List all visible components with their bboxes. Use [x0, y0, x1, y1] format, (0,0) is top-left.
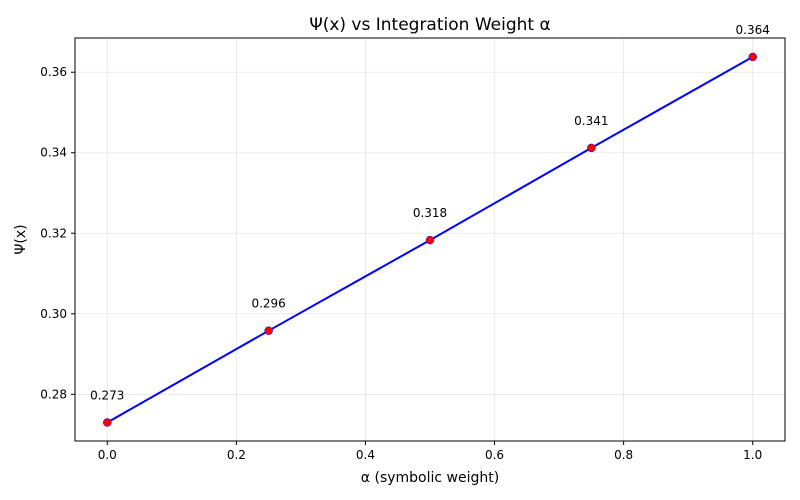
x-tick-label: 0.4 [356, 448, 375, 462]
x-tick-label: 0.0 [98, 448, 117, 462]
y-tick-label: 0.30 [40, 307, 67, 321]
y-tick-label: 0.32 [40, 226, 67, 240]
data-label: 0.364 [736, 23, 770, 37]
series-layer: 0.273 0.296 0.318 0.341 0.364 [90, 23, 770, 427]
data-label: 0.296 [251, 297, 285, 311]
chart-title: Ψ(x) vs Integration Weight α [309, 15, 550, 35]
grid [75, 38, 785, 441]
y-tick-label: 0.28 [40, 387, 67, 401]
x-axis-label: α (symbolic weight) [361, 470, 499, 486]
y-tick-label: 0.34 [40, 146, 67, 160]
data-point [748, 52, 757, 62]
x-tick-label: 1.0 [743, 448, 762, 462]
data-label: 0.341 [574, 114, 608, 128]
y-axis-label: Ψ(x) [13, 224, 29, 254]
ticks: 0.0 0.2 0.4 0.6 0.8 1.0 0.28 0.30 0.32 0.34 0.36 [40, 65, 762, 462]
x-tick-label: 0.2 [227, 448, 246, 462]
data-point [103, 418, 112, 427]
data-point [425, 235, 435, 245]
x-tick-label: 0.8 [614, 448, 633, 462]
data-label: 0.273 [90, 388, 124, 402]
data-label: 0.318 [413, 206, 447, 220]
data-point [264, 326, 273, 335]
plot-frame [74, 37, 786, 442]
y-tick-label: 0.36 [40, 65, 67, 79]
x-tick-label: 0.6 [485, 448, 504, 462]
data-point [587, 143, 596, 153]
